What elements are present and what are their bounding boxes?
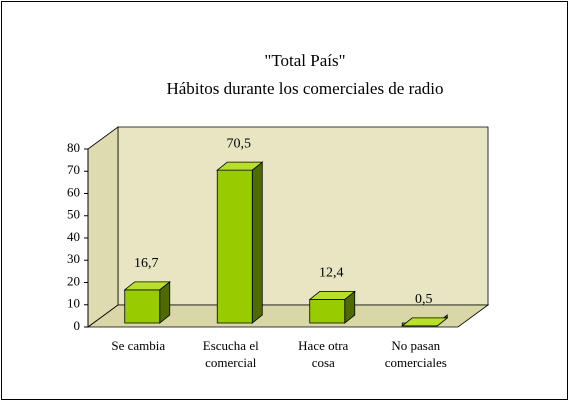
bar-front [216,169,253,324]
x-tick-label: No pasan comerciales [384,338,447,370]
chart-subtitle: Hábitos durante los comerciales de radio [166,79,443,98]
bar-top [216,161,264,171]
floor [86,304,490,328]
bar [216,161,264,324]
bar-top [308,291,356,300]
bar-front [124,289,161,324]
x-tick-label: Se cambia [111,338,166,353]
y-tick-label: 60 [67,184,80,199]
y-tick-label: 40 [67,229,80,244]
value-label: 16,7 [134,256,159,271]
y-tick-label: 50 [67,207,80,222]
bar-top [123,281,171,291]
x-tick-label: Escucha el comercial [202,338,259,370]
y-tick-label: 70 [67,162,80,177]
chart-title: "Total País" [264,51,345,70]
bar [308,290,356,324]
bar-front [309,299,346,324]
x-tick-label: Hace otra cosa [298,338,349,370]
y-tick-label: 0 [74,318,81,333]
bar [123,281,171,324]
value-label: 70,5 [227,136,252,151]
y-tick-label: 80 [67,140,80,155]
back-wall [117,126,489,306]
bar [401,314,449,327]
y-tick-label: 20 [67,273,80,288]
value-label: 0,5 [415,292,433,307]
bar-side [251,161,263,324]
value-label: 12,4 [319,266,344,281]
y-tick-label: 30 [67,251,80,266]
bar-top [401,317,449,327]
side-wall [87,126,119,328]
y-tick-label: 10 [67,296,80,311]
